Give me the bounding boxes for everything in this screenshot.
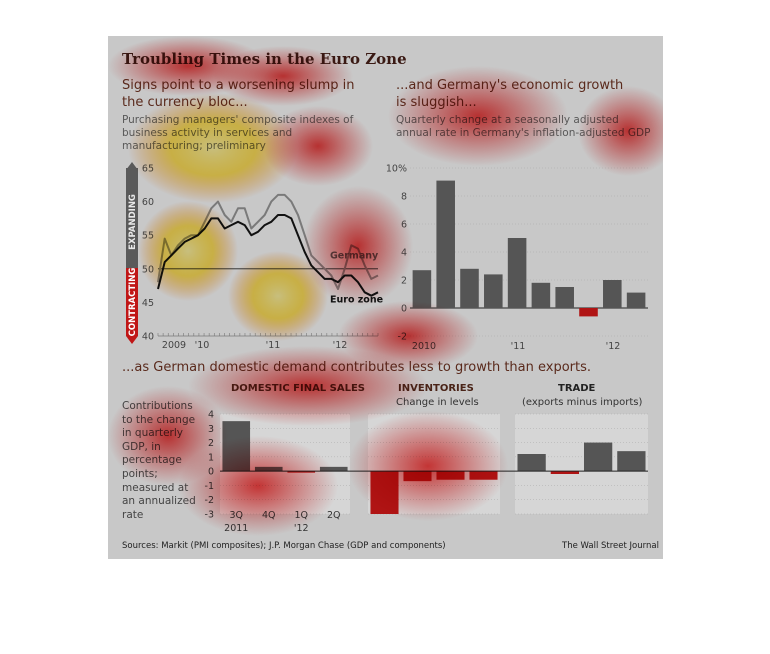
gdp-y-tick-label: 10% bbox=[386, 164, 407, 175]
contributions-x-tick-label: 2Q bbox=[327, 510, 341, 521]
contributions-y-tick-label: 0 bbox=[208, 467, 214, 478]
pmi-y-tick-label: 65 bbox=[142, 164, 154, 175]
gdp-bar bbox=[460, 268, 479, 308]
gdp-y-tick-label: 8 bbox=[401, 192, 407, 203]
contribution-bar bbox=[583, 442, 613, 472]
contributions-x-tick-label: 1Q bbox=[294, 510, 308, 521]
pmi-x-tick-label: '10 bbox=[195, 340, 210, 351]
contributions-y-tick-label: 1 bbox=[208, 452, 214, 463]
contributions-y-tick-label: 2 bbox=[208, 438, 214, 449]
charts-canvas: EXPANDING CONTRACTING 4045505560652009'1… bbox=[126, 162, 648, 534]
contributions-x-tick-label: 4Q bbox=[262, 510, 276, 521]
pmi-y-tick-label: 50 bbox=[142, 264, 154, 275]
contributions-y-tick-label: 3 bbox=[208, 424, 214, 435]
contribution-bar bbox=[517, 454, 546, 472]
gdp-x-tick-label: '12 bbox=[606, 341, 621, 352]
contribution-bar bbox=[319, 466, 348, 472]
panel-trade-subtitle: (exports minus imports) bbox=[522, 397, 643, 408]
contribution-bar bbox=[370, 471, 399, 514]
pmi-chart: EXPANDING CONTRACTING 40 45 50 55 60 65 2009 '1… bbox=[126, 162, 383, 351]
pmi-y-tick-label: 55 bbox=[142, 231, 154, 242]
gdp-bar bbox=[484, 274, 503, 308]
contribution-bar bbox=[254, 466, 283, 472]
pmi-x-tick-label: 2009 bbox=[162, 340, 186, 351]
pmi-legend-label-germany: Germany bbox=[330, 251, 379, 262]
gdp-bar bbox=[412, 270, 432, 308]
infographic: Troubling Times in the Euro Zone Signs p… bbox=[108, 36, 663, 559]
pmi-x-tick-label: '12 bbox=[333, 340, 348, 351]
contribution-bar bbox=[222, 421, 251, 472]
gdp-bar bbox=[603, 280, 622, 308]
sources-note: Sources: Markit (PMI composites); J.P. M… bbox=[122, 541, 446, 551]
contribution-bar bbox=[403, 471, 432, 482]
contribution-bar bbox=[436, 471, 465, 480]
contributions-y-tick-label: -1 bbox=[205, 481, 214, 492]
gdp-bar bbox=[507, 238, 527, 308]
contributions-x-tick-label: 3Q bbox=[229, 510, 243, 521]
pmi-x-tick-label: '11 bbox=[266, 340, 281, 351]
gdp-bar bbox=[555, 287, 574, 308]
pmi-y-tick-label: 60 bbox=[142, 197, 154, 208]
gdp-y-tick-label: 2 bbox=[401, 276, 407, 287]
contribution-bar bbox=[550, 471, 580, 474]
contributions-year-label: '12 bbox=[294, 523, 309, 534]
pmi-y-tick-label: 45 bbox=[142, 298, 154, 309]
gdp-y-tick-label: -2 bbox=[398, 332, 407, 343]
gdp-y-tick-label: 4 bbox=[401, 248, 407, 259]
contracting-label: CONTRACTING bbox=[128, 268, 138, 337]
contribution-bar bbox=[617, 451, 646, 472]
contribution-bar bbox=[469, 471, 498, 480]
panel-inventories-title: INVENTORIES bbox=[398, 383, 474, 394]
demand-chart: 4 3 2 1 0 -1 -2 -3 3Q 4Q 1Q 2Q 2011 '12 bbox=[205, 410, 648, 534]
gdp-x-tick-label: 2010 bbox=[412, 341, 436, 352]
contributions-y-tick-label: -2 bbox=[205, 495, 214, 506]
contributions-year-label: 2011 bbox=[224, 523, 248, 534]
contracting-bar bbox=[126, 268, 138, 336]
gdp-y-tick-label: 6 bbox=[401, 220, 407, 231]
gdp-x-tick-label: '11 bbox=[511, 341, 526, 352]
gdp-chart: 10% 8 6 4 2 0 -2 2010 '11 '12 bbox=[386, 164, 648, 352]
expanding-label: EXPANDING bbox=[128, 194, 138, 250]
credit-line: The Wall Street Journal bbox=[562, 541, 659, 551]
gdp-bar bbox=[436, 180, 455, 308]
gdp-y-tick-label: 0 bbox=[401, 304, 407, 315]
pmi-y-tick-label: 40 bbox=[142, 332, 154, 343]
contracting-arrow-icon bbox=[126, 336, 138, 344]
gdp-bar bbox=[626, 292, 646, 308]
gdp-bar bbox=[579, 308, 598, 317]
panel-inventories-subtitle: Change in levels bbox=[396, 397, 479, 408]
gdp-bar bbox=[531, 282, 551, 308]
contributions-y-tick-label: -3 bbox=[205, 510, 214, 521]
contributions-y-tick-label: 4 bbox=[208, 410, 214, 421]
panel-trade-title: TRADE bbox=[558, 383, 596, 394]
pmi-legend-label-eurozone: Euro zone bbox=[330, 294, 383, 305]
